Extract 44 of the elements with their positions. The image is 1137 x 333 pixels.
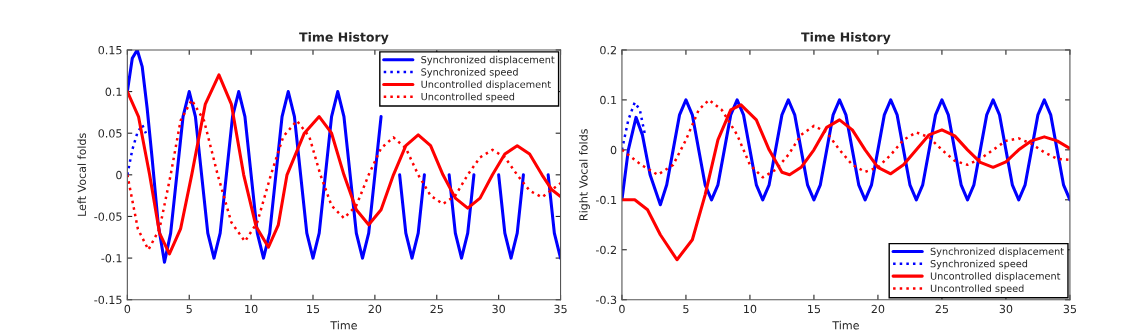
chart-title: Time History bbox=[299, 32, 389, 45]
y-tick-label: -0.1 bbox=[101, 254, 122, 263]
x-tick-label: 0 bbox=[124, 304, 131, 314]
x-tick-label: 20 bbox=[368, 304, 382, 314]
y-tick-label: 0.2 bbox=[600, 45, 616, 55]
x-tick-label: 5 bbox=[186, 304, 192, 314]
x-tick-label: 30 bbox=[492, 304, 505, 314]
legend-label: Uncontrolled speed bbox=[421, 92, 515, 103]
y-tick-label: 0.05 bbox=[98, 129, 122, 138]
x-axis-title: Time bbox=[330, 320, 357, 330]
y-tick-label: 0.15 bbox=[98, 45, 122, 55]
y-tick-label: -0.2 bbox=[595, 245, 616, 255]
x-axis-title: Time bbox=[832, 320, 859, 330]
x-tick-label: 30 bbox=[999, 304, 1013, 314]
x-tick-label: 25 bbox=[430, 304, 443, 314]
line-series bbox=[621, 98, 1070, 207]
x-tick-label: 5 bbox=[683, 304, 689, 314]
x-tick-label: 35 bbox=[1063, 304, 1077, 314]
y-tick-label: 0 bbox=[610, 145, 617, 155]
legend-label: Synchronized speed bbox=[930, 259, 1028, 270]
legend-label: Uncontrolled speed bbox=[930, 284, 1024, 294]
legend-label: Uncontrolled displacement bbox=[421, 80, 551, 90]
y-axis-title: Right Vocal folds bbox=[579, 129, 590, 220]
legend-label: Uncontrolled displacement bbox=[930, 272, 1061, 282]
y-tick-label: 0.1 bbox=[105, 87, 122, 96]
chart-title: Time History bbox=[801, 32, 891, 45]
y-tick-label: -0.15 bbox=[94, 295, 122, 305]
y-tick-label: -0.3 bbox=[595, 295, 617, 305]
x-tick-label: 20 bbox=[871, 304, 885, 314]
y-axis-title: Left Vocal folds bbox=[77, 133, 87, 216]
x-tick-label: 0 bbox=[619, 304, 625, 314]
legend-label: Synchronized displacement bbox=[421, 55, 555, 66]
y-tick-label: 0.1 bbox=[600, 95, 617, 105]
x-tick-label: 25 bbox=[935, 304, 949, 314]
y-tick-label: 0 bbox=[116, 170, 122, 180]
legend-label: Synchronized displacement bbox=[930, 247, 1064, 257]
x-tick-label: 15 bbox=[808, 304, 821, 314]
x-tick-label: 15 bbox=[307, 304, 320, 314]
x-tick-label: 10 bbox=[245, 304, 258, 314]
x-tick-label: 10 bbox=[744, 304, 757, 314]
y-tick-label: -0.1 bbox=[595, 195, 617, 205]
x-tick-label: 35 bbox=[554, 304, 567, 314]
y-tick-label: -0.05 bbox=[94, 212, 122, 221]
legend-label: Synchronized speed bbox=[421, 68, 518, 78]
